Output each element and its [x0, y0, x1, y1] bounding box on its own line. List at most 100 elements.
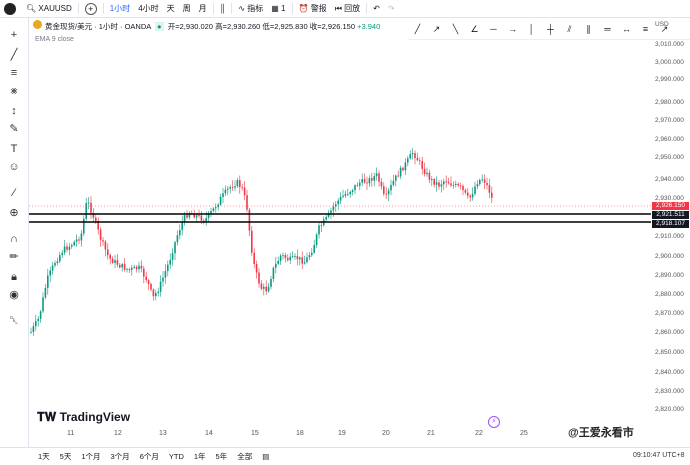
chart-type-button[interactable]: ║ [216, 0, 230, 17]
alarm-icon: ⏰ [298, 4, 309, 13]
text-tool-icon[interactable]: T [10, 143, 18, 155]
ray-icon[interactable]: ↗ [432, 23, 441, 34]
time-tick: 18 [296, 430, 304, 437]
candle-body [378, 173, 380, 182]
candle-body [270, 278, 272, 287]
interval-month[interactable]: 月 [198, 4, 207, 13]
candle-body [71, 245, 73, 247]
range-ytd[interactable]: YTD [168, 452, 184, 461]
time-axis[interactable]: 11 12 13 14 15 18 19 20 21 22 25 [29, 430, 651, 442]
trend-line-tool-icon[interactable]: ╱ [10, 49, 18, 61]
price-scale[interactable]: USD 3,010.000 3,000.000 2,990.000 2,980.… [652, 21, 690, 428]
candle-body [258, 272, 260, 284]
symbol-search[interactable]: 🔍︎ XAUUSD [22, 0, 76, 17]
price-tick: 2,910.000 [655, 233, 684, 240]
candle-body [234, 186, 236, 188]
avatar[interactable] [4, 2, 16, 15]
replay-button[interactable]: ⏮ 回放 [331, 0, 364, 17]
range-5d[interactable]: 5天 [59, 452, 72, 461]
eye-icon[interactable]: ◉ [9, 289, 19, 301]
candle-body [171, 253, 174, 260]
candle-body [474, 186, 476, 194]
vertical-line-icon[interactable]: │ [528, 24, 535, 34]
candle-body [179, 230, 181, 236]
lock-icon[interactable]: 🔒︎ [11, 271, 17, 283]
pitchfork-icon[interactable]: ↔ [622, 24, 631, 34]
undo-button[interactable]: ↶ [369, 0, 384, 17]
candle-body [80, 233, 83, 241]
candlestick-chart[interactable] [29, 40, 651, 428]
candle-body [476, 184, 479, 187]
candle-body [85, 203, 87, 219]
time-tick: 14 [205, 430, 213, 437]
regression-trend-icon[interactable]: ∥ [586, 23, 591, 34]
ruler-tool-icon[interactable]: ↕ [11, 105, 17, 117]
layout-button[interactable]: ▦ 1 [267, 0, 289, 17]
range-all[interactable]: 全部 [237, 452, 253, 461]
info-line-icon[interactable]: ↗ [660, 23, 669, 34]
price-tick: 2,950.000 [655, 154, 684, 161]
candle-body [440, 184, 443, 187]
alert-button[interactable]: ⏰ 警报 [295, 0, 331, 17]
range-6m[interactable]: 6个月 [139, 452, 159, 461]
magnet-icon[interactable]: ∩ [10, 233, 18, 245]
range-3m[interactable]: 3个月 [110, 452, 130, 461]
candle-body [433, 178, 435, 185]
interval-week[interactable]: 周 [182, 4, 191, 13]
interval-day[interactable]: 天 [166, 4, 175, 13]
candle-body [37, 318, 39, 322]
fib-icon[interactable]: ≡ [642, 24, 649, 34]
candle-body [455, 183, 457, 185]
candle-body [435, 182, 438, 185]
candle-body [301, 257, 303, 264]
trash-icon[interactable]: ␡ [9, 315, 19, 327]
tradingview-logo[interactable]: 𝐓𝐖 TradingView [37, 410, 130, 425]
candle-body [263, 286, 265, 289]
lock-drawing-icon[interactable]: ✏ [9, 251, 19, 263]
candle-body [205, 218, 207, 222]
bolt-icon[interactable]: ⚡︎ [488, 416, 500, 428]
candle-body [222, 193, 224, 197]
range-1d[interactable]: 1天 [38, 452, 50, 461]
candle-body [479, 180, 481, 185]
extended-line-icon[interactable]: ╲ [452, 23, 459, 34]
range-1m[interactable]: 1个月 [81, 452, 101, 461]
parallel-channel-icon[interactable]: ⫽ [567, 23, 572, 34]
candle-body [128, 268, 131, 270]
candle-body [183, 215, 186, 222]
cross-line-icon[interactable]: ┼ [547, 24, 554, 34]
pattern-tool-icon[interactable]: ⨳ [10, 85, 18, 97]
horizontal-line-icon[interactable]: ─ [490, 24, 497, 34]
currency-label[interactable]: USD [655, 21, 669, 28]
emoji-tool-icon[interactable]: ☺ [8, 161, 20, 173]
candle-body [411, 153, 414, 155]
trend-line-icon[interactable]: ╱ [414, 23, 421, 34]
fib-tool-icon[interactable]: ≡ [10, 67, 18, 79]
candle-body [109, 255, 111, 259]
candle-body [267, 286, 270, 292]
calendar-icon[interactable]: ▤ [262, 452, 270, 461]
candle-body [90, 202, 92, 213]
brush-tool-icon[interactable]: ✎ [9, 123, 19, 135]
indicators-button[interactable]: ∿ 指标 [234, 0, 267, 17]
candle-body [359, 182, 361, 186]
flat-top-icon[interactable]: ═ [604, 24, 611, 34]
trend-angle-icon[interactable]: ∠ [470, 23, 479, 34]
candle-body [147, 280, 150, 284]
candle-body [145, 276, 147, 281]
interval-4h[interactable]: 4小时 [138, 4, 159, 13]
candle-body [380, 181, 383, 187]
zoom-in-icon[interactable]: ⊕ [9, 207, 19, 219]
candle-body [61, 252, 63, 256]
time-tick: 11 [67, 430, 75, 437]
ema-indicator-label[interactable]: EMA 9 close [35, 36, 74, 43]
interval-1h[interactable]: 1小时 [109, 4, 131, 13]
range-1y[interactable]: 1年 [193, 452, 206, 461]
range-5y[interactable]: 5年 [215, 452, 228, 461]
horizontal-ray-icon[interactable]: → [508, 24, 517, 34]
compare-button[interactable]: + [81, 0, 101, 17]
candle-body [44, 287, 47, 298]
measure-tool-icon[interactable]: ∕ [13, 187, 15, 199]
redo-button[interactable]: ↷ [384, 0, 399, 17]
crosshair-icon[interactable]: + [10, 29, 18, 41]
